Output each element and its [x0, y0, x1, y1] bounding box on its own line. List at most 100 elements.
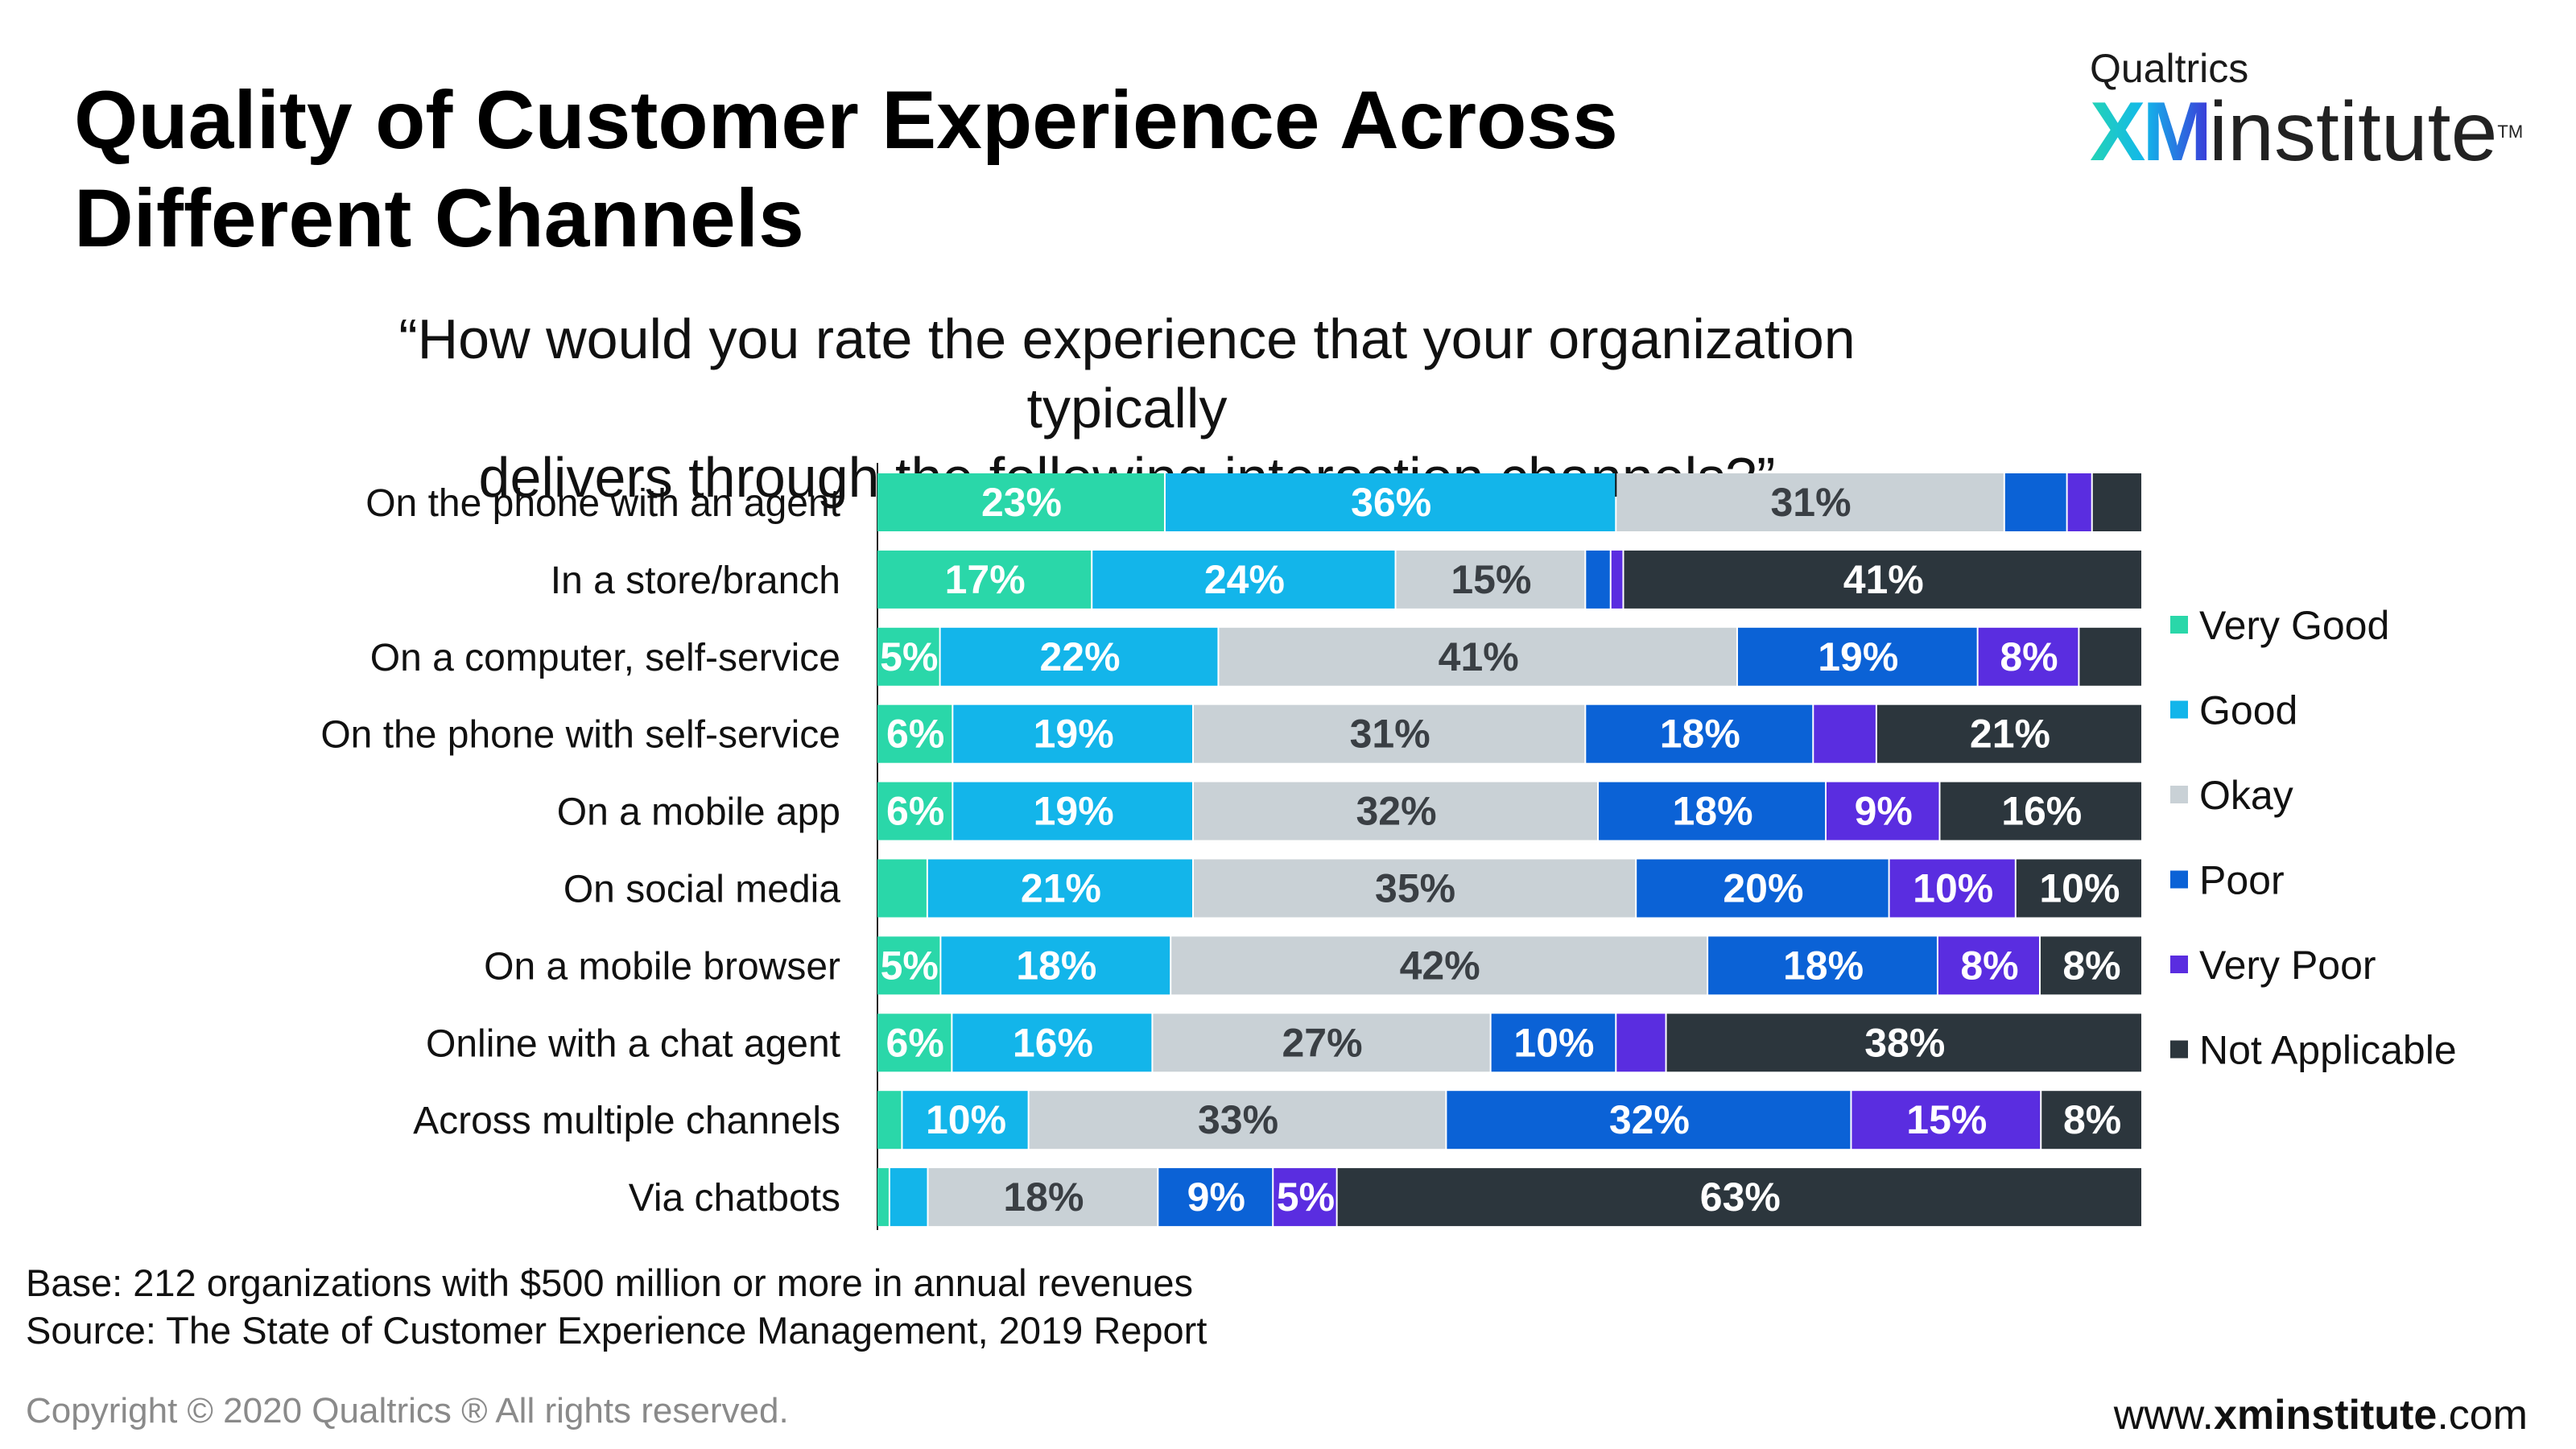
- logo-wordmark: XMinstituteTM: [2090, 84, 2523, 205]
- data-label: 10%: [2039, 866, 2120, 911]
- bar-segment: [953, 704, 1192, 763]
- bar-segment: [1029, 1091, 1446, 1150]
- data-label: 8%: [1960, 943, 2018, 988]
- legend-swatch: [2170, 616, 2188, 634]
- data-label: 32%: [1609, 1097, 1690, 1142]
- bar-segment: [1876, 704, 2141, 763]
- bar-segment: [1171, 936, 1707, 995]
- legend-label: Okay: [2199, 773, 2293, 818]
- bar-segment: [877, 704, 952, 763]
- category-label: On the phone with an agent: [365, 482, 840, 525]
- data-label: 18%: [1016, 943, 1096, 988]
- bar-segment: [877, 936, 940, 995]
- chart-title: Quality of Customer Experience Across Di…: [74, 71, 1926, 267]
- bar-segment: [2016, 859, 2141, 918]
- bar-segment: [1616, 1013, 1666, 1072]
- data-label: 31%: [1771, 480, 1852, 525]
- bar-segment: [877, 1013, 952, 1072]
- bar-segment: [1978, 627, 2079, 686]
- bar-segment: [1889, 859, 2015, 918]
- bar-segment: [941, 936, 1170, 995]
- data-label: 21%: [1021, 866, 1101, 911]
- bar-segment: [1827, 782, 1939, 840]
- bar-segment: [1666, 1013, 2141, 1072]
- bar-segment: [1624, 550, 2141, 609]
- legend-label: Very Good: [2199, 603, 2389, 648]
- data-label: 22%: [1039, 634, 1120, 679]
- data-label: 18%: [1783, 943, 1864, 988]
- data-label: 9%: [1855, 789, 1913, 834]
- bar-segment: [1092, 550, 1395, 609]
- data-label: 38%: [1864, 1020, 1945, 1065]
- bar-segment: [902, 1091, 1028, 1150]
- title-line-2: Different Channels: [74, 172, 804, 264]
- bar-segment: [1852, 1091, 2041, 1150]
- category-label: Via chatbots: [629, 1177, 840, 1220]
- data-label: 42%: [1400, 943, 1480, 988]
- bar-segment: [1611, 550, 1623, 609]
- title-line-1: Quality of Customer Experience Across: [74, 74, 1618, 166]
- data-label: 16%: [1013, 1020, 1093, 1065]
- bar-segment: [877, 473, 1164, 531]
- bar-segment: [1737, 627, 1977, 686]
- category-label: On the phone with self-service: [320, 714, 840, 757]
- data-label: 35%: [1375, 866, 1455, 911]
- data-label: 10%: [1513, 1020, 1594, 1065]
- bar-segment: [1586, 704, 1813, 763]
- data-label: 8%: [2063, 1097, 2121, 1142]
- bar-segment: [2004, 473, 2066, 531]
- data-label: 10%: [1913, 866, 1993, 911]
- category-label: Online with a chat agent: [426, 1022, 840, 1065]
- url-suffix: .com: [2437, 1392, 2528, 1439]
- data-label: 63%: [1700, 1174, 1781, 1220]
- data-label: 31%: [1350, 712, 1430, 757]
- bar-segment: [1219, 627, 1736, 686]
- bar-segment: [877, 782, 952, 840]
- website-url: www.xminstitute.com: [2114, 1391, 2528, 1439]
- bar-segment: [877, 859, 927, 918]
- data-label: 9%: [1187, 1174, 1245, 1220]
- logo-xm-text: XM: [2090, 85, 2212, 179]
- bar-segment: [952, 1013, 1152, 1072]
- bar-segment: [1708, 936, 1937, 995]
- legend-label: Poor: [2199, 858, 2285, 903]
- data-label: 5%: [880, 634, 938, 679]
- bar-segment: [928, 1168, 1158, 1227]
- data-label: 21%: [1970, 712, 2050, 757]
- source-note: Source: The State of Customer Experience…: [26, 1309, 1208, 1352]
- data-label: 24%: [1204, 557, 1285, 602]
- data-label: 16%: [2001, 789, 2082, 834]
- bar-segment: [877, 1091, 902, 1150]
- data-label: 15%: [1906, 1097, 1987, 1142]
- logo-trademark: TM: [2497, 122, 2524, 142]
- bar-segment: [2079, 627, 2141, 686]
- bar-segment: [1938, 936, 2039, 995]
- base-note: Base: 212 organizations with $500 millio…: [26, 1261, 1194, 1304]
- bar-segment: [1194, 704, 1585, 763]
- url-domain: xminstitute: [2213, 1392, 2438, 1439]
- data-label: 17%: [945, 557, 1026, 602]
- data-label: 6%: [886, 712, 944, 757]
- data-label: 33%: [1198, 1097, 1278, 1142]
- question-line-1: “How would you rate the experience that …: [398, 308, 1856, 440]
- legend-swatch: [2170, 786, 2188, 803]
- data-label: 8%: [2062, 943, 2120, 988]
- bar-segment: [1491, 1013, 1616, 1072]
- data-label: 19%: [1034, 789, 1114, 834]
- data-label: 18%: [1003, 1174, 1084, 1220]
- data-label: 18%: [1672, 789, 1752, 834]
- bar-segment: [1274, 1168, 1336, 1227]
- legend-label: Good: [2199, 688, 2297, 733]
- data-label: 41%: [1439, 634, 1519, 679]
- data-label: 36%: [1351, 480, 1431, 525]
- category-label: On a computer, self-service: [370, 637, 840, 679]
- category-label: In a store/branch: [551, 559, 840, 602]
- legend-label: Very Poor: [2199, 943, 2376, 988]
- bar-segment: [2067, 473, 2091, 531]
- data-label: 5%: [1277, 1174, 1335, 1220]
- data-label: 32%: [1356, 789, 1436, 834]
- legend-swatch: [2170, 700, 2188, 719]
- legend-swatch: [2170, 956, 2188, 973]
- data-label: 27%: [1282, 1020, 1362, 1065]
